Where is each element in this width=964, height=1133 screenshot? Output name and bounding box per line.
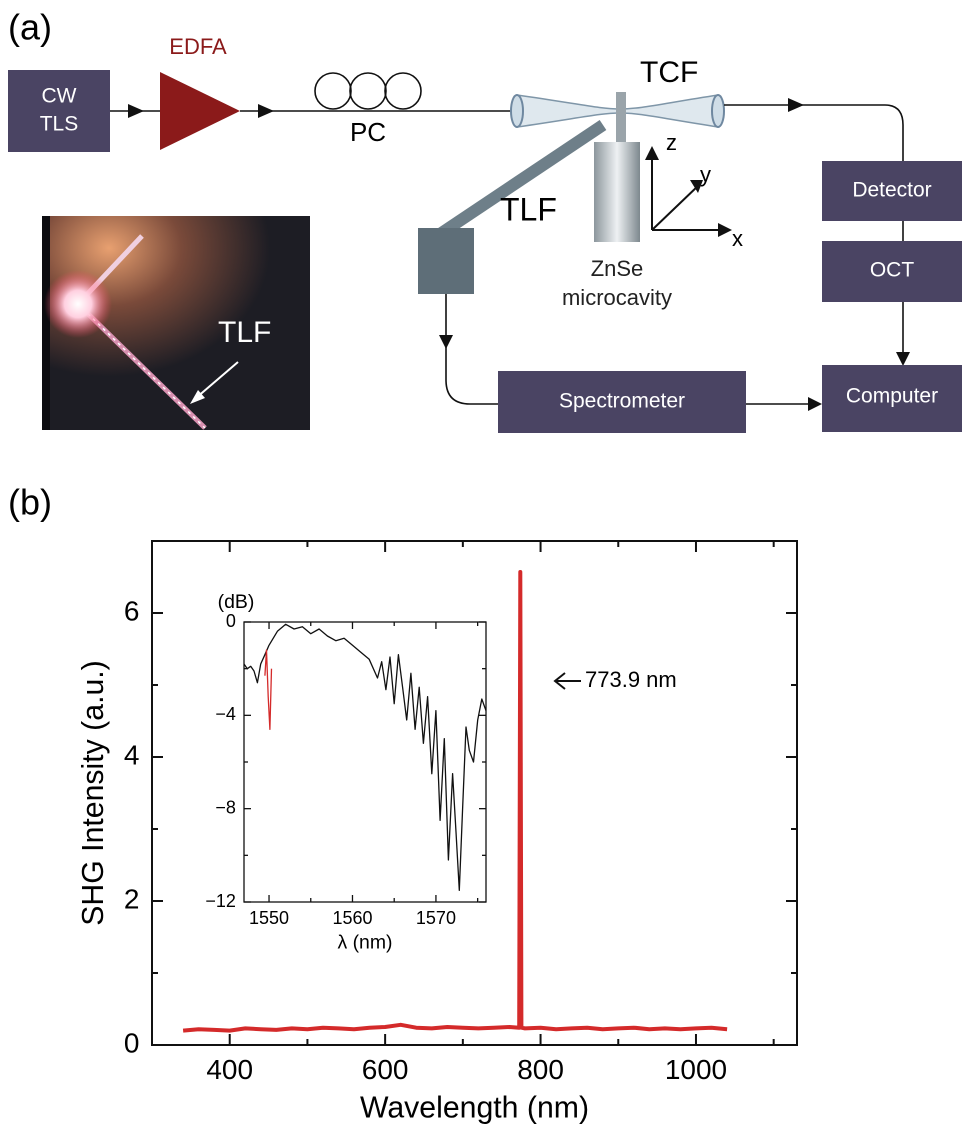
fiber-end <box>510 94 524 128</box>
plot-frame <box>243 621 487 903</box>
arrowhead <box>690 180 703 193</box>
x-axis-title: λ (nm) <box>337 932 392 954</box>
y-axis-title: SHG Intensity (a.u.) <box>77 660 110 925</box>
x-axis-title: Wavelength (nm) <box>360 1091 589 1124</box>
y-tick-label: −8 <box>215 797 236 817</box>
photo-label: TLF <box>218 316 271 349</box>
spectrometer-box <box>498 371 746 433</box>
arrowhead <box>788 98 804 112</box>
y-tick-label: 0 <box>226 611 236 631</box>
y-axis-title: (dB) <box>218 591 255 613</box>
y-tick-label: 0 <box>124 1027 140 1058</box>
fiber-end <box>711 94 725 128</box>
data-line <box>264 649 273 730</box>
fiber-loop <box>314 72 352 110</box>
arrowhead <box>258 104 274 118</box>
arrowhead <box>718 223 732 237</box>
computer-box <box>822 365 962 432</box>
fiber <box>724 104 904 161</box>
source-box <box>8 70 110 152</box>
detector-label: Detector <box>852 179 931 202</box>
x-tick-label: 600 <box>362 1054 409 1085</box>
x-tick-label: 1570 <box>416 908 456 928</box>
annotation: 773.9 nm <box>585 667 677 692</box>
photo <box>42 216 310 430</box>
x-tick-label: 800 <box>517 1054 564 1085</box>
detector-box <box>822 161 962 221</box>
axis-name: x <box>732 226 743 251</box>
cavity-label: microcavity <box>562 285 672 310</box>
source-label: CW <box>42 85 77 108</box>
arrowhead <box>128 104 144 118</box>
arrowhead <box>645 146 659 160</box>
setup-diagram: CW TLS EDFA PC TCF TLF ZnSe microcavity … <box>8 34 962 433</box>
cavity-rod <box>616 92 626 144</box>
oct-label: OCT <box>870 259 915 282</box>
fiber-loop <box>349 72 387 110</box>
data-line <box>182 570 728 1033</box>
x-tick-label: 1000 <box>665 1054 727 1085</box>
fiber-holder <box>418 228 474 294</box>
fiber-label: TLF <box>500 191 557 227</box>
x-tick-label: 1560 <box>332 908 372 928</box>
data-line <box>243 623 487 891</box>
x-tick-label: 1550 <box>249 908 289 928</box>
x-tick-label: 400 <box>206 1054 253 1085</box>
amplifier <box>160 72 240 150</box>
annotation-arrow <box>553 672 566 690</box>
loop-fiber <box>436 120 607 239</box>
y-tick-label: −4 <box>215 704 236 724</box>
oct-box <box>822 241 962 302</box>
y-tick-label: −12 <box>205 891 236 911</box>
computer-label: Computer <box>846 385 938 408</box>
fiber-loop <box>384 72 422 110</box>
arrowhead <box>896 352 910 366</box>
panel-label: (a) <box>8 7 52 48</box>
axis-name: y <box>700 162 711 187</box>
arrowhead <box>808 397 822 411</box>
panel-label: (b) <box>8 482 52 523</box>
y-tick-label: 4 <box>124 739 140 770</box>
spectrometer-label: Spectrometer <box>559 390 685 413</box>
y-tick-label: 6 <box>124 595 140 626</box>
controller-label: PC <box>350 117 386 147</box>
coordinate-axes <box>651 150 726 231</box>
fiber-label: TCF <box>640 56 698 89</box>
source-label: TLS <box>40 113 79 136</box>
arrowhead <box>439 335 453 349</box>
y-tick-label: 2 <box>124 883 140 914</box>
cavity-label: ZnSe <box>591 256 644 281</box>
connector <box>445 294 498 405</box>
cavity-holder <box>594 142 640 242</box>
axis-name: z <box>666 130 677 155</box>
amplifier-label: EDFA <box>169 34 227 59</box>
